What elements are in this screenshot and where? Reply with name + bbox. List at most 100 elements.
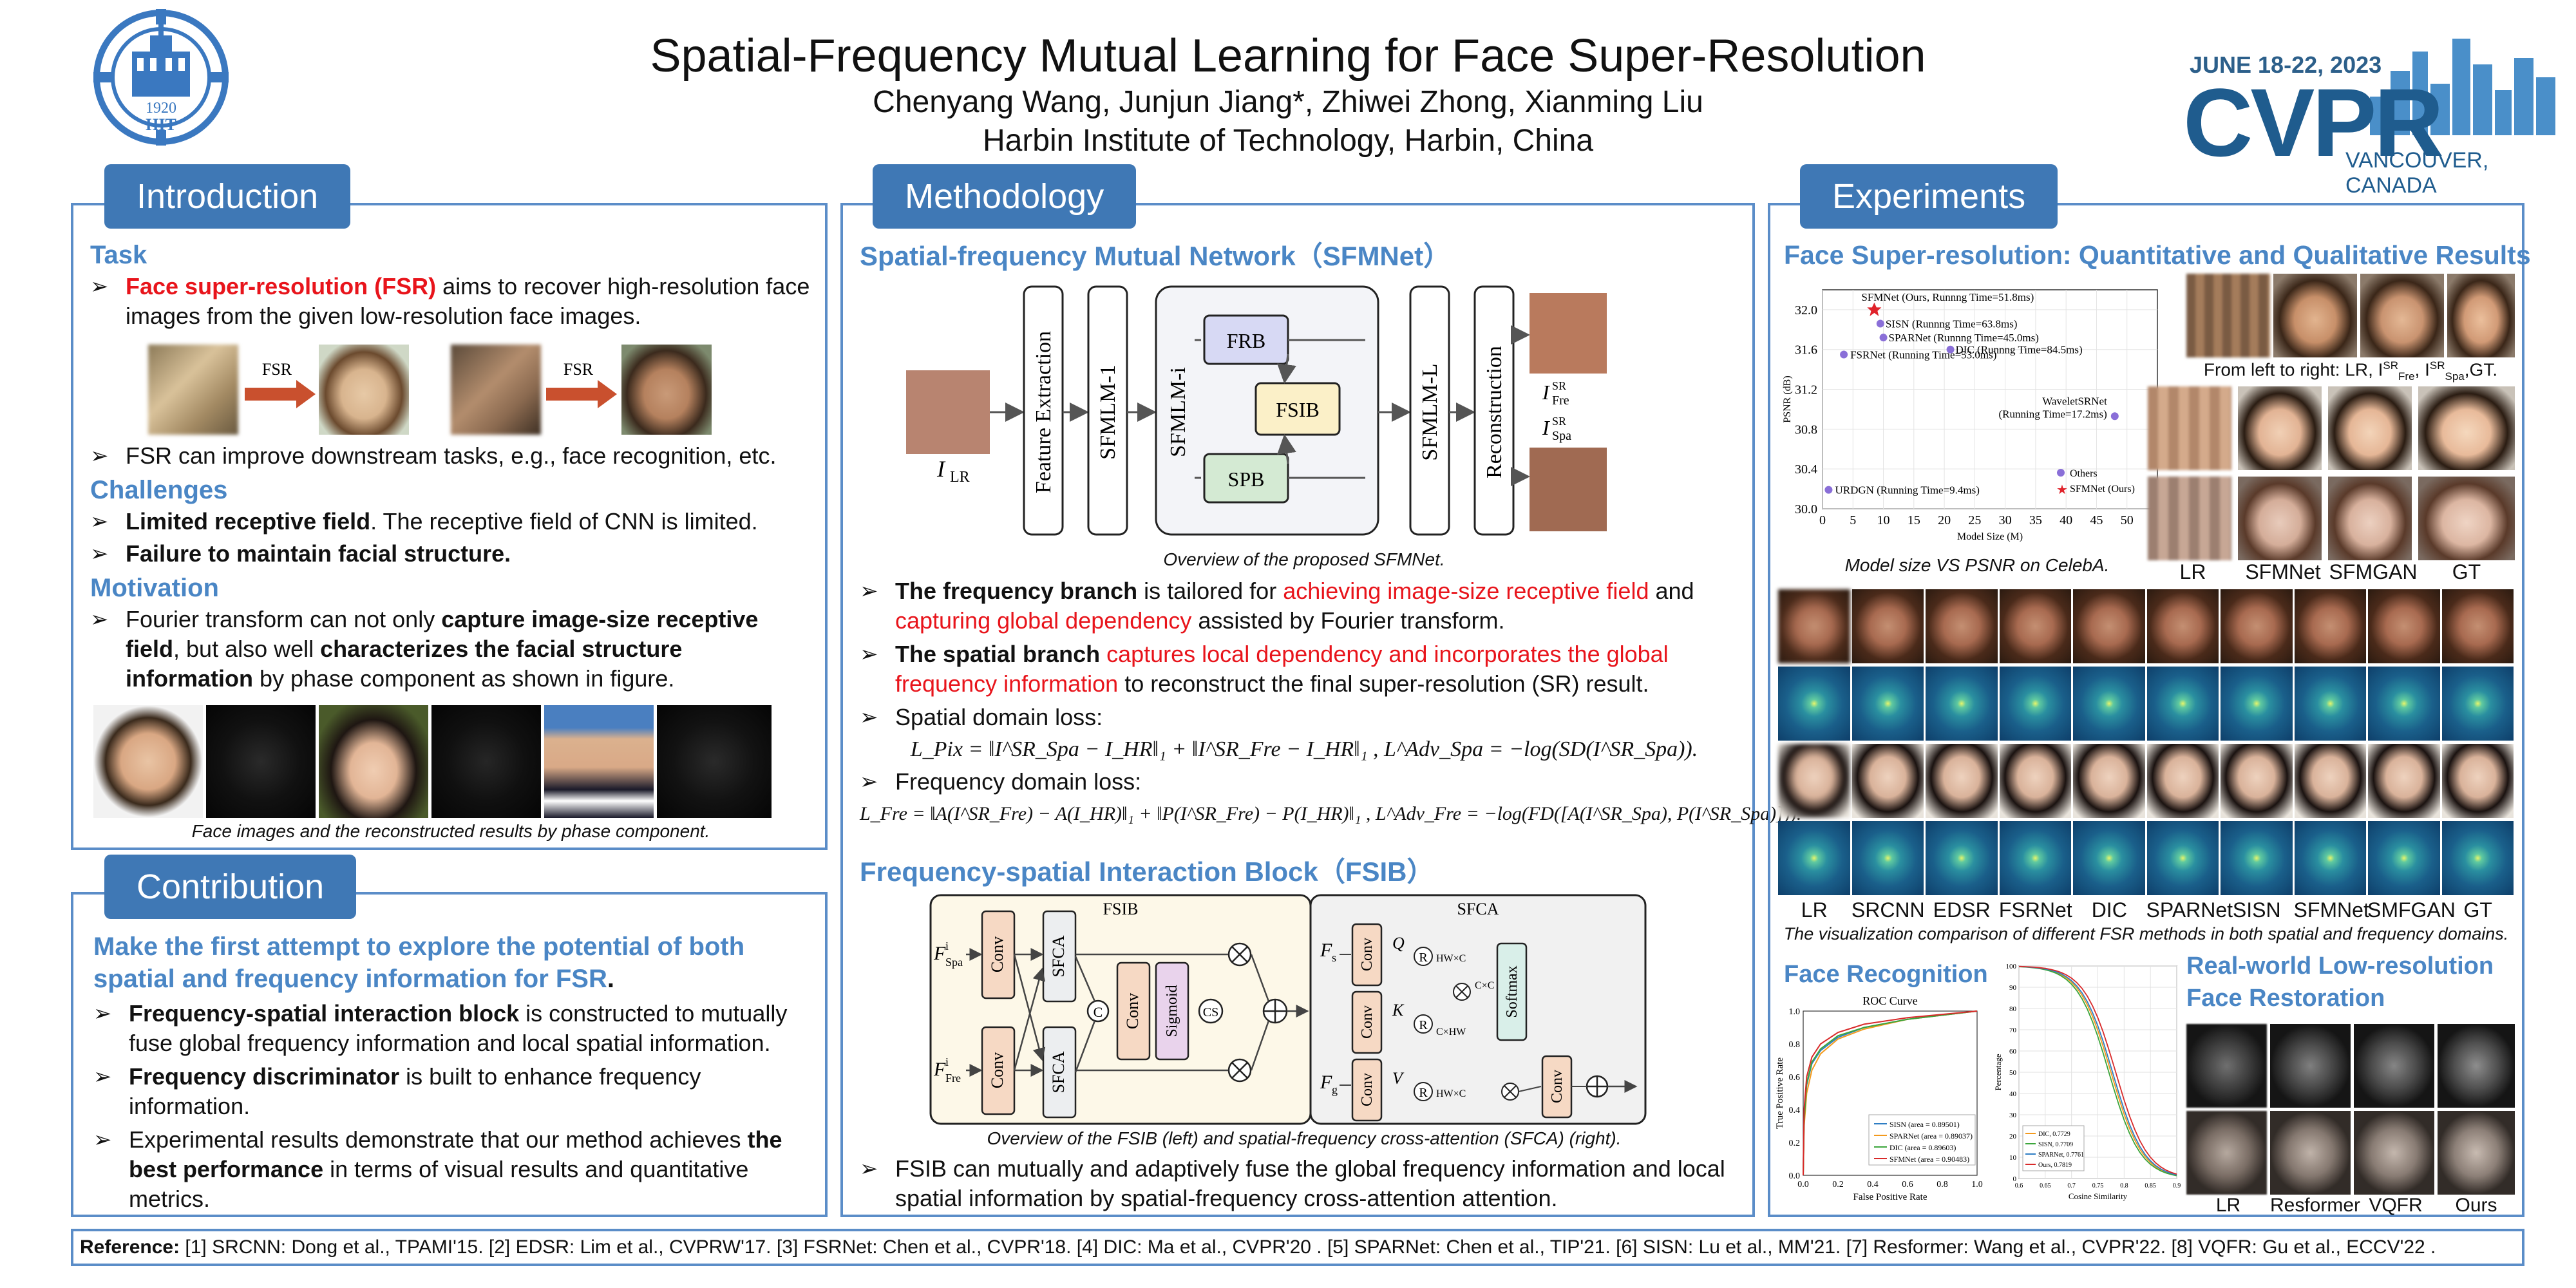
roc-series-line — [1803, 1010, 1978, 1176]
fsib-caption: Overview of the FSIB (left) and spatial-… — [987, 1128, 1622, 1148]
gan-lr-1 — [2148, 386, 2231, 470]
hit-logo: 1920 HIT — [93, 9, 229, 146]
conference-date: JUNE 18-22, 2023 — [2190, 52, 2382, 78]
legend-label: SPARNet, 0.7761 — [2038, 1151, 2084, 1159]
svg-text:SFCA: SFCA — [1049, 1051, 1068, 1093]
cvpr-logo: JUNE 18-22, 2023 CVPR VANCOUVER, CANADA — [2177, 26, 2557, 198]
svg-text:C×HW: C×HW — [1436, 1027, 1466, 1037]
x-tick-label: 0.6 — [1902, 1180, 1913, 1189]
rw-lr-2 — [2186, 1111, 2267, 1195]
x-tick-label: 0.75 — [2092, 1182, 2104, 1189]
scatter-point-ours — [1867, 302, 1882, 316]
contribution-bullet-3: Experimental results demonstrate that ou… — [93, 1125, 815, 1214]
x-tick-label: 1.0 — [1971, 1180, 1983, 1189]
x-tick-label: 0.6 — [2015, 1182, 2023, 1189]
task-heading: Task — [90, 241, 147, 269]
svg-text:Conv: Conv — [1359, 1005, 1376, 1039]
frequency-spectrum-image — [1926, 821, 1998, 895]
references: Reference: [1] SRCNN: Dong et al., TPAMI… — [71, 1229, 2524, 1266]
frequency-spectrum-image — [2368, 821, 2440, 895]
svg-text:Reconstruction: Reconstruction — [1482, 346, 1506, 478]
svg-text:Conv: Conv — [988, 1052, 1007, 1088]
frequency-spectrum-image — [2441, 667, 2514, 741]
x-tick-label: 0 — [1819, 513, 1826, 527]
phase-face-3 — [544, 705, 654, 818]
methodology-panel — [840, 203, 1755, 1217]
frequency-spectrum-image — [2073, 821, 2145, 895]
methodology-text: The frequency branch is tailored for ach… — [860, 576, 1802, 831]
face-result-image — [2221, 589, 2293, 663]
sfmnet-heading: Spatial-frequency Mutual Network（SFMNet） — [860, 241, 1451, 271]
gan-sfmgan-1 — [2328, 386, 2412, 470]
roc-title: ROC Curve — [1862, 994, 1918, 1007]
legend-label: DIC (area = 0.89603) — [1889, 1143, 1956, 1152]
freq-label: EDSR — [1933, 898, 1991, 922]
face-recognition-heading: Face Recognition — [1784, 961, 1988, 988]
equation-frequency-loss: L_Fre = ‖A(I^SR_Fre) − A(I_HR)‖₁ + ‖P(I^… — [860, 803, 1802, 824]
svg-text:Spa: Spa — [945, 956, 963, 969]
face-result-image — [1926, 744, 1998, 818]
motivation-heading: Motivation — [90, 574, 219, 602]
scatter-point-label: (Running Time=17.2ms) — [1999, 408, 2107, 420]
feature-extraction-block — [1023, 285, 1064, 536]
face-result-image — [1852, 744, 1924, 818]
rw-ours-1 — [2438, 1024, 2515, 1108]
freq-caption: The visualization comparison of differen… — [1783, 924, 2509, 943]
equation-spatial-loss: L_Pix = ‖I^SR_Spa − I_HR‖₁ + ‖I^SR_Fre −… — [910, 737, 1698, 761]
face-hr-1 — [319, 345, 409, 435]
svg-text:Spa: Spa — [1552, 429, 1571, 443]
legend-label: SISN, 0.7709 — [2038, 1141, 2073, 1148]
qual-caption: From left to right: LR, ISRFre, ISRSpa,G… — [2203, 359, 2498, 383]
x-tick-label: 0.8 — [1937, 1180, 1948, 1189]
method-bullet-spatial: The spatial branch captures local depend… — [860, 639, 1748, 699]
scatter-point-label: SISN (Runnng Time=63.8ms) — [1886, 318, 2018, 330]
scatter-point-label: WaveletSRNet — [2042, 395, 2107, 407]
svg-text:LR: LR — [950, 469, 970, 486]
frequency-spectrum-image — [1999, 821, 2071, 895]
experiments-heading: Face Super-resolution: Quantitative and … — [1784, 240, 2531, 270]
face-result-image — [1778, 744, 1850, 818]
y-axis-label: PSNR (dB) — [1782, 375, 1793, 422]
face-result-image — [2073, 589, 2145, 663]
face-result-image — [1778, 589, 1850, 663]
frequency-spectrum-image — [2221, 821, 2293, 895]
frequency-spectrum-image — [1852, 667, 1924, 741]
svg-text:Conv: Conv — [1123, 993, 1142, 1029]
freq-label: SMFGAN — [2367, 898, 2456, 922]
motivation-bullet: Fourier transform can not only capture i… — [90, 605, 811, 694]
face-result-image — [1852, 589, 1924, 663]
y-tick-label: 30.8 — [1795, 422, 1817, 437]
frequency-spectrum-image — [2221, 667, 2293, 741]
svg-text:V: V — [1392, 1069, 1405, 1088]
gan-lr-2 — [2148, 477, 2231, 560]
frequency-spectrum-image — [2441, 821, 2514, 895]
freq-label: FSRNet — [1998, 898, 2072, 922]
face-result-image — [2146, 744, 2219, 818]
x-tick-label: 0.4 — [1867, 1180, 1879, 1189]
x-axis-label: Cosine Similarity — [2069, 1191, 2128, 1201]
scatter-point-label: DIC (Runnng Time=84.5ms) — [1956, 344, 2083, 356]
qual-gt — [2447, 274, 2515, 357]
architecture-caption: Overview of the proposed SFMNet. — [1163, 549, 1445, 569]
experiments-tab: Experiments — [1800, 164, 2058, 229]
contribution-lead: Make the first attempt to explore the po… — [93, 933, 745, 993]
skyline-icon — [2370, 39, 2555, 135]
legend-label: SISN (area = 0.89501) — [1889, 1120, 1960, 1129]
affiliation: Harbin Institute of Technology, Harbin, … — [982, 124, 1594, 158]
input-lr-face — [906, 370, 990, 454]
svg-text:Conv: Conv — [1359, 1073, 1376, 1106]
svg-text:Conv: Conv — [1549, 1070, 1566, 1103]
face-hr-2 — [621, 345, 712, 435]
svg-text:g: g — [1332, 1083, 1338, 1096]
freq-label: SFMNet — [2293, 898, 2369, 922]
svg-text:Conv: Conv — [988, 936, 1007, 972]
realworld-labels: LR Resformer VQFR Ours — [2186, 1195, 2515, 1217]
freq-labels: LR SRCNN EDSR FSRNet DIC SPARNet SISN SFMNet SMF… — [1777, 898, 2515, 922]
svg-text:Softmax: Softmax — [1504, 965, 1520, 1018]
svg-text:R: R — [1419, 1018, 1428, 1032]
svg-text:Q: Q — [1392, 934, 1405, 952]
y-tick-label: 30 — [2009, 1112, 2017, 1119]
x-tick-label: 30 — [1999, 513, 2012, 527]
frequency-spectrum-image — [1852, 821, 1924, 895]
legend-marker — [2057, 469, 2065, 477]
